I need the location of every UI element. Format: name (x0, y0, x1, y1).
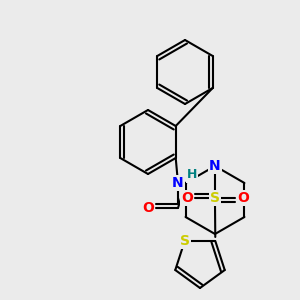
Text: N: N (209, 159, 221, 173)
Text: S: S (180, 234, 190, 248)
Text: N: N (172, 176, 184, 190)
Text: S: S (210, 191, 220, 205)
Text: O: O (181, 191, 193, 205)
Text: O: O (142, 201, 154, 215)
Text: H: H (187, 169, 197, 182)
Text: O: O (237, 191, 249, 205)
